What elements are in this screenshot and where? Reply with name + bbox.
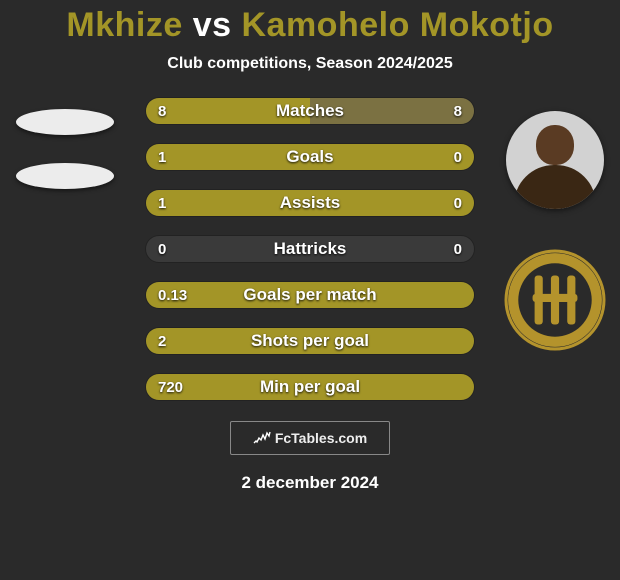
stat-row: 0 0Hattricks bbox=[145, 235, 475, 263]
stats-area: 88Matches10Goals10Assists00Hattricks0.13… bbox=[0, 97, 620, 401]
player1-name: Mkhize bbox=[66, 6, 182, 44]
stat-value-left: 8 bbox=[158, 98, 166, 124]
stat-bar-left bbox=[146, 98, 310, 124]
stat-bars: 88Matches10Goals10Assists00Hattricks0.13… bbox=[145, 97, 475, 401]
stat-value-right: 0 bbox=[454, 190, 462, 216]
stat-value-left: 0 bbox=[158, 236, 166, 262]
club-ellipse bbox=[16, 163, 114, 189]
vs-text: vs bbox=[193, 6, 232, 44]
player2-club-badge bbox=[504, 247, 606, 353]
stat-value-right: 8 bbox=[454, 98, 462, 124]
player2-name: Kamohelo Mokotjo bbox=[241, 6, 553, 44]
stat-label: Hattricks bbox=[146, 236, 474, 262]
brand-box[interactable]: FcTables.com bbox=[230, 421, 390, 455]
stat-bar-left bbox=[146, 282, 474, 308]
stat-value-left: 1 bbox=[158, 144, 166, 170]
stat-value-left: 2 bbox=[158, 328, 166, 354]
stat-row: 0.13Goals per match bbox=[145, 281, 475, 309]
club-badge-graphic bbox=[504, 247, 606, 353]
player2-avatar bbox=[504, 111, 606, 209]
stat-value-left: 0.13 bbox=[158, 282, 187, 308]
comparison-card: Mkhize vs Kamohelo Mokotjo Club competit… bbox=[0, 0, 620, 580]
stat-row: 720Min per goal bbox=[145, 373, 475, 401]
avatar-image bbox=[506, 111, 604, 209]
stat-row: 88Matches bbox=[145, 97, 475, 125]
brand-icon bbox=[253, 430, 271, 447]
page-title: Mkhize vs Kamohelo Mokotjo bbox=[66, 6, 553, 45]
stat-value-left: 720 bbox=[158, 374, 183, 400]
player1-club-placeholder bbox=[14, 163, 116, 189]
stat-value-right: 0 bbox=[454, 144, 462, 170]
stat-value-left: 1 bbox=[158, 190, 166, 216]
stat-value-right: 0 bbox=[454, 236, 462, 262]
stat-bar-left bbox=[146, 374, 474, 400]
date-text: 2 december 2024 bbox=[241, 473, 378, 493]
stat-bar-right bbox=[310, 98, 474, 124]
player1-avatar-placeholder bbox=[14, 109, 116, 135]
stat-row: 10Goals bbox=[145, 143, 475, 171]
stat-bar-left bbox=[146, 328, 474, 354]
stat-row: 10Assists bbox=[145, 189, 475, 217]
brand-text: FcTables.com bbox=[275, 430, 367, 446]
stat-row: 2Shots per goal bbox=[145, 327, 475, 355]
stat-bar-left bbox=[146, 144, 474, 170]
avatar-ellipse bbox=[16, 109, 114, 135]
stat-bar-left bbox=[146, 190, 474, 216]
subtitle: Club competitions, Season 2024/2025 bbox=[167, 55, 452, 73]
